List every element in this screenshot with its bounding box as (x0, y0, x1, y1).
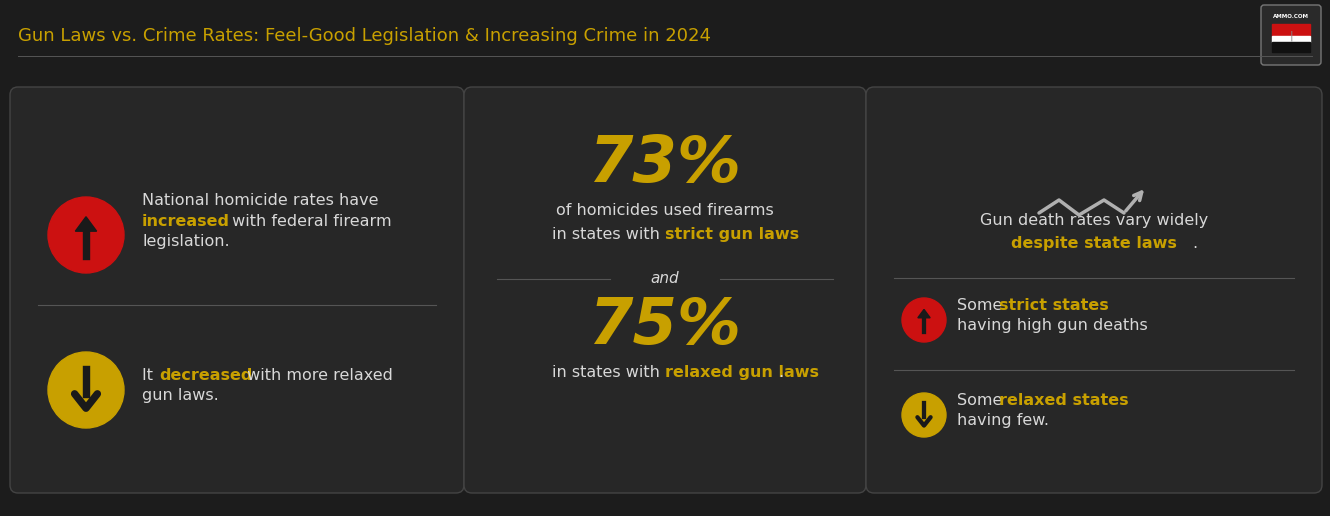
Circle shape (902, 393, 946, 437)
Text: AMMO.COM: AMMO.COM (1273, 14, 1309, 20)
Circle shape (48, 352, 124, 428)
FancyBboxPatch shape (866, 87, 1322, 493)
Text: Some: Some (958, 298, 1008, 313)
Text: relaxed states: relaxed states (999, 393, 1129, 408)
Polygon shape (76, 217, 97, 231)
Text: increased: increased (142, 214, 230, 229)
Text: despite state laws: despite state laws (1011, 236, 1177, 251)
Circle shape (902, 298, 946, 342)
Text: of homicides used firearms: of homicides used firearms (556, 203, 774, 218)
Text: .: . (778, 365, 783, 380)
FancyBboxPatch shape (1261, 5, 1321, 65)
Bar (1271, 36, 1310, 42)
Text: strict states: strict states (999, 298, 1109, 313)
FancyBboxPatch shape (11, 87, 464, 493)
Text: relaxed gun laws: relaxed gun laws (665, 365, 819, 380)
Text: having few.: having few. (958, 413, 1049, 428)
Text: National homicide rates have: National homicide rates have (142, 193, 379, 208)
Text: .: . (1192, 236, 1197, 251)
Bar (1271, 42, 1310, 52)
Text: It: It (142, 368, 158, 383)
Text: Gun death rates vary widely: Gun death rates vary widely (980, 213, 1208, 228)
Text: strict gun laws: strict gun laws (665, 227, 799, 242)
Polygon shape (918, 310, 930, 318)
Text: decreased: decreased (160, 368, 253, 383)
Text: having high gun deaths: having high gun deaths (958, 318, 1148, 333)
Text: with more relaxed: with more relaxed (242, 368, 392, 383)
Bar (1271, 24, 1310, 36)
FancyBboxPatch shape (464, 87, 866, 493)
Text: 75%: 75% (588, 295, 742, 357)
Text: and: and (650, 271, 680, 286)
Text: 73%: 73% (588, 133, 742, 195)
Text: |: | (1289, 31, 1293, 41)
Text: in states with: in states with (552, 227, 665, 242)
Text: in states with: in states with (552, 365, 665, 380)
Text: Some: Some (958, 393, 1008, 408)
Circle shape (48, 197, 124, 273)
Text: gun laws.: gun laws. (142, 388, 218, 403)
Text: Gun Laws vs. Crime Rates: Feel-Good Legislation & Increasing Crime in 2024: Gun Laws vs. Crime Rates: Feel-Good Legi… (19, 27, 712, 45)
Text: with federal firearm: with federal firearm (227, 214, 391, 229)
Text: legislation.: legislation. (142, 234, 230, 249)
